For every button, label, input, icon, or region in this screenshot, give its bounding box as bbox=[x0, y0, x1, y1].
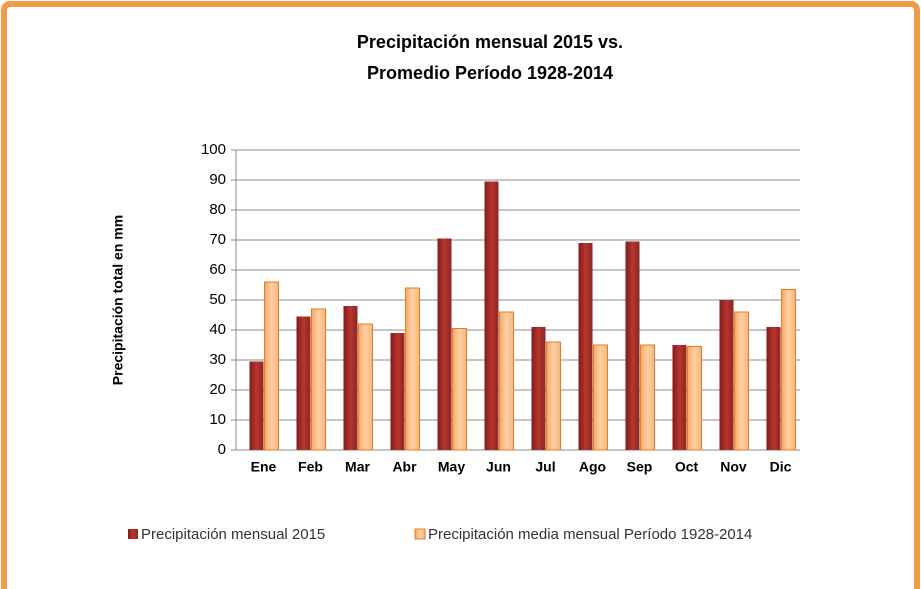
y-tick-label: 80 bbox=[209, 201, 226, 218]
chart-title: Precipitación mensual 2015 vs. bbox=[357, 32, 623, 52]
y-axis-label: Precipitación total en mm bbox=[110, 215, 126, 385]
y-tick-label: 50 bbox=[209, 291, 226, 308]
bar bbox=[264, 281, 279, 451]
bar bbox=[546, 341, 561, 451]
bar bbox=[499, 311, 514, 451]
bar bbox=[625, 241, 640, 450]
legend-label: Precipitación mensual 2015 bbox=[141, 526, 325, 543]
y-tick-label: 40 bbox=[209, 321, 226, 338]
bar bbox=[734, 311, 749, 451]
bar bbox=[390, 333, 405, 450]
x-tick-label: Jul bbox=[535, 459, 555, 475]
bar bbox=[640, 344, 655, 451]
y-tick-label: 70 bbox=[209, 231, 226, 248]
x-tick-label: Mar bbox=[345, 459, 370, 475]
y-tick-label: 10 bbox=[209, 411, 226, 428]
bar bbox=[766, 327, 781, 450]
x-tick-label: Feb bbox=[298, 459, 323, 475]
bar bbox=[687, 346, 702, 451]
bar bbox=[343, 306, 358, 450]
bar bbox=[719, 300, 734, 450]
x-tick-label: Sep bbox=[627, 459, 653, 475]
legend-swatch bbox=[414, 528, 426, 540]
bar bbox=[484, 181, 499, 450]
bar bbox=[578, 243, 593, 450]
bar bbox=[358, 323, 373, 451]
bar bbox=[672, 345, 687, 450]
x-tick-label: Nov bbox=[720, 459, 747, 475]
x-tick-label: Ene bbox=[251, 459, 277, 475]
x-tick-label: Ago bbox=[579, 459, 606, 475]
bar bbox=[311, 308, 326, 451]
y-tick-label: 30 bbox=[209, 351, 226, 368]
bar bbox=[249, 361, 264, 450]
chart-title: Promedio Período 1928-2014 bbox=[367, 63, 613, 83]
y-tick-label: 20 bbox=[209, 381, 226, 398]
bar bbox=[593, 344, 608, 451]
bar bbox=[452, 328, 467, 451]
bar bbox=[531, 327, 546, 450]
legend-label: Precipitación media mensual Período 1928… bbox=[428, 526, 752, 543]
bar bbox=[781, 289, 796, 451]
x-tick-label: May bbox=[438, 459, 465, 475]
y-tick-label: 100 bbox=[201, 141, 226, 158]
y-tick-label: 0 bbox=[218, 441, 226, 458]
legend-swatch bbox=[128, 529, 138, 539]
x-tick-label: Dic bbox=[770, 459, 792, 475]
bar bbox=[437, 238, 452, 450]
y-tick-label: 90 bbox=[209, 171, 226, 188]
bar bbox=[405, 287, 420, 451]
x-tick-label: Jun bbox=[486, 459, 511, 475]
bar bbox=[296, 316, 311, 450]
y-tick-label: 60 bbox=[209, 261, 226, 278]
x-tick-label: Oct bbox=[675, 459, 699, 475]
x-tick-label: Abr bbox=[392, 459, 417, 475]
